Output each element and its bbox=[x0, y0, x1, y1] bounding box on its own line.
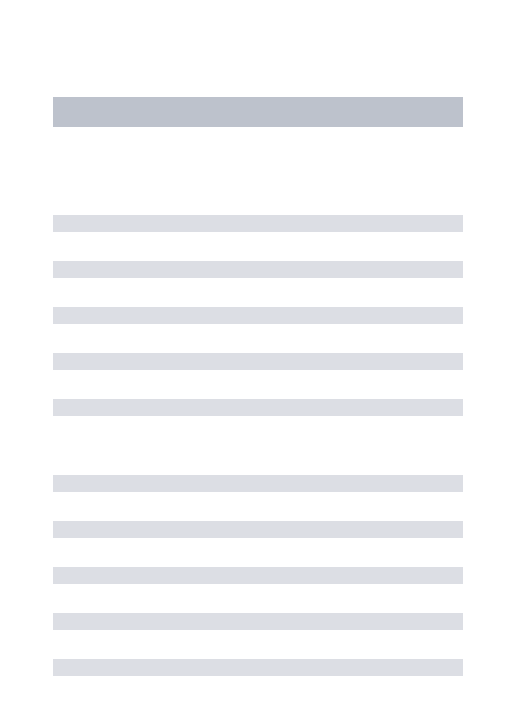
skeleton-line bbox=[53, 659, 463, 676]
skeleton-line bbox=[53, 399, 463, 416]
skeleton-container bbox=[0, 0, 516, 676]
skeleton-line bbox=[53, 215, 463, 232]
skeleton-line bbox=[53, 353, 463, 370]
skeleton-title-bar bbox=[53, 97, 463, 127]
skeleton-line bbox=[53, 613, 463, 630]
skeleton-line bbox=[53, 307, 463, 324]
skeleton-line bbox=[53, 521, 463, 538]
skeleton-section-gap bbox=[53, 445, 463, 475]
skeleton-line bbox=[53, 475, 463, 492]
skeleton-line bbox=[53, 261, 463, 278]
skeleton-line bbox=[53, 567, 463, 584]
